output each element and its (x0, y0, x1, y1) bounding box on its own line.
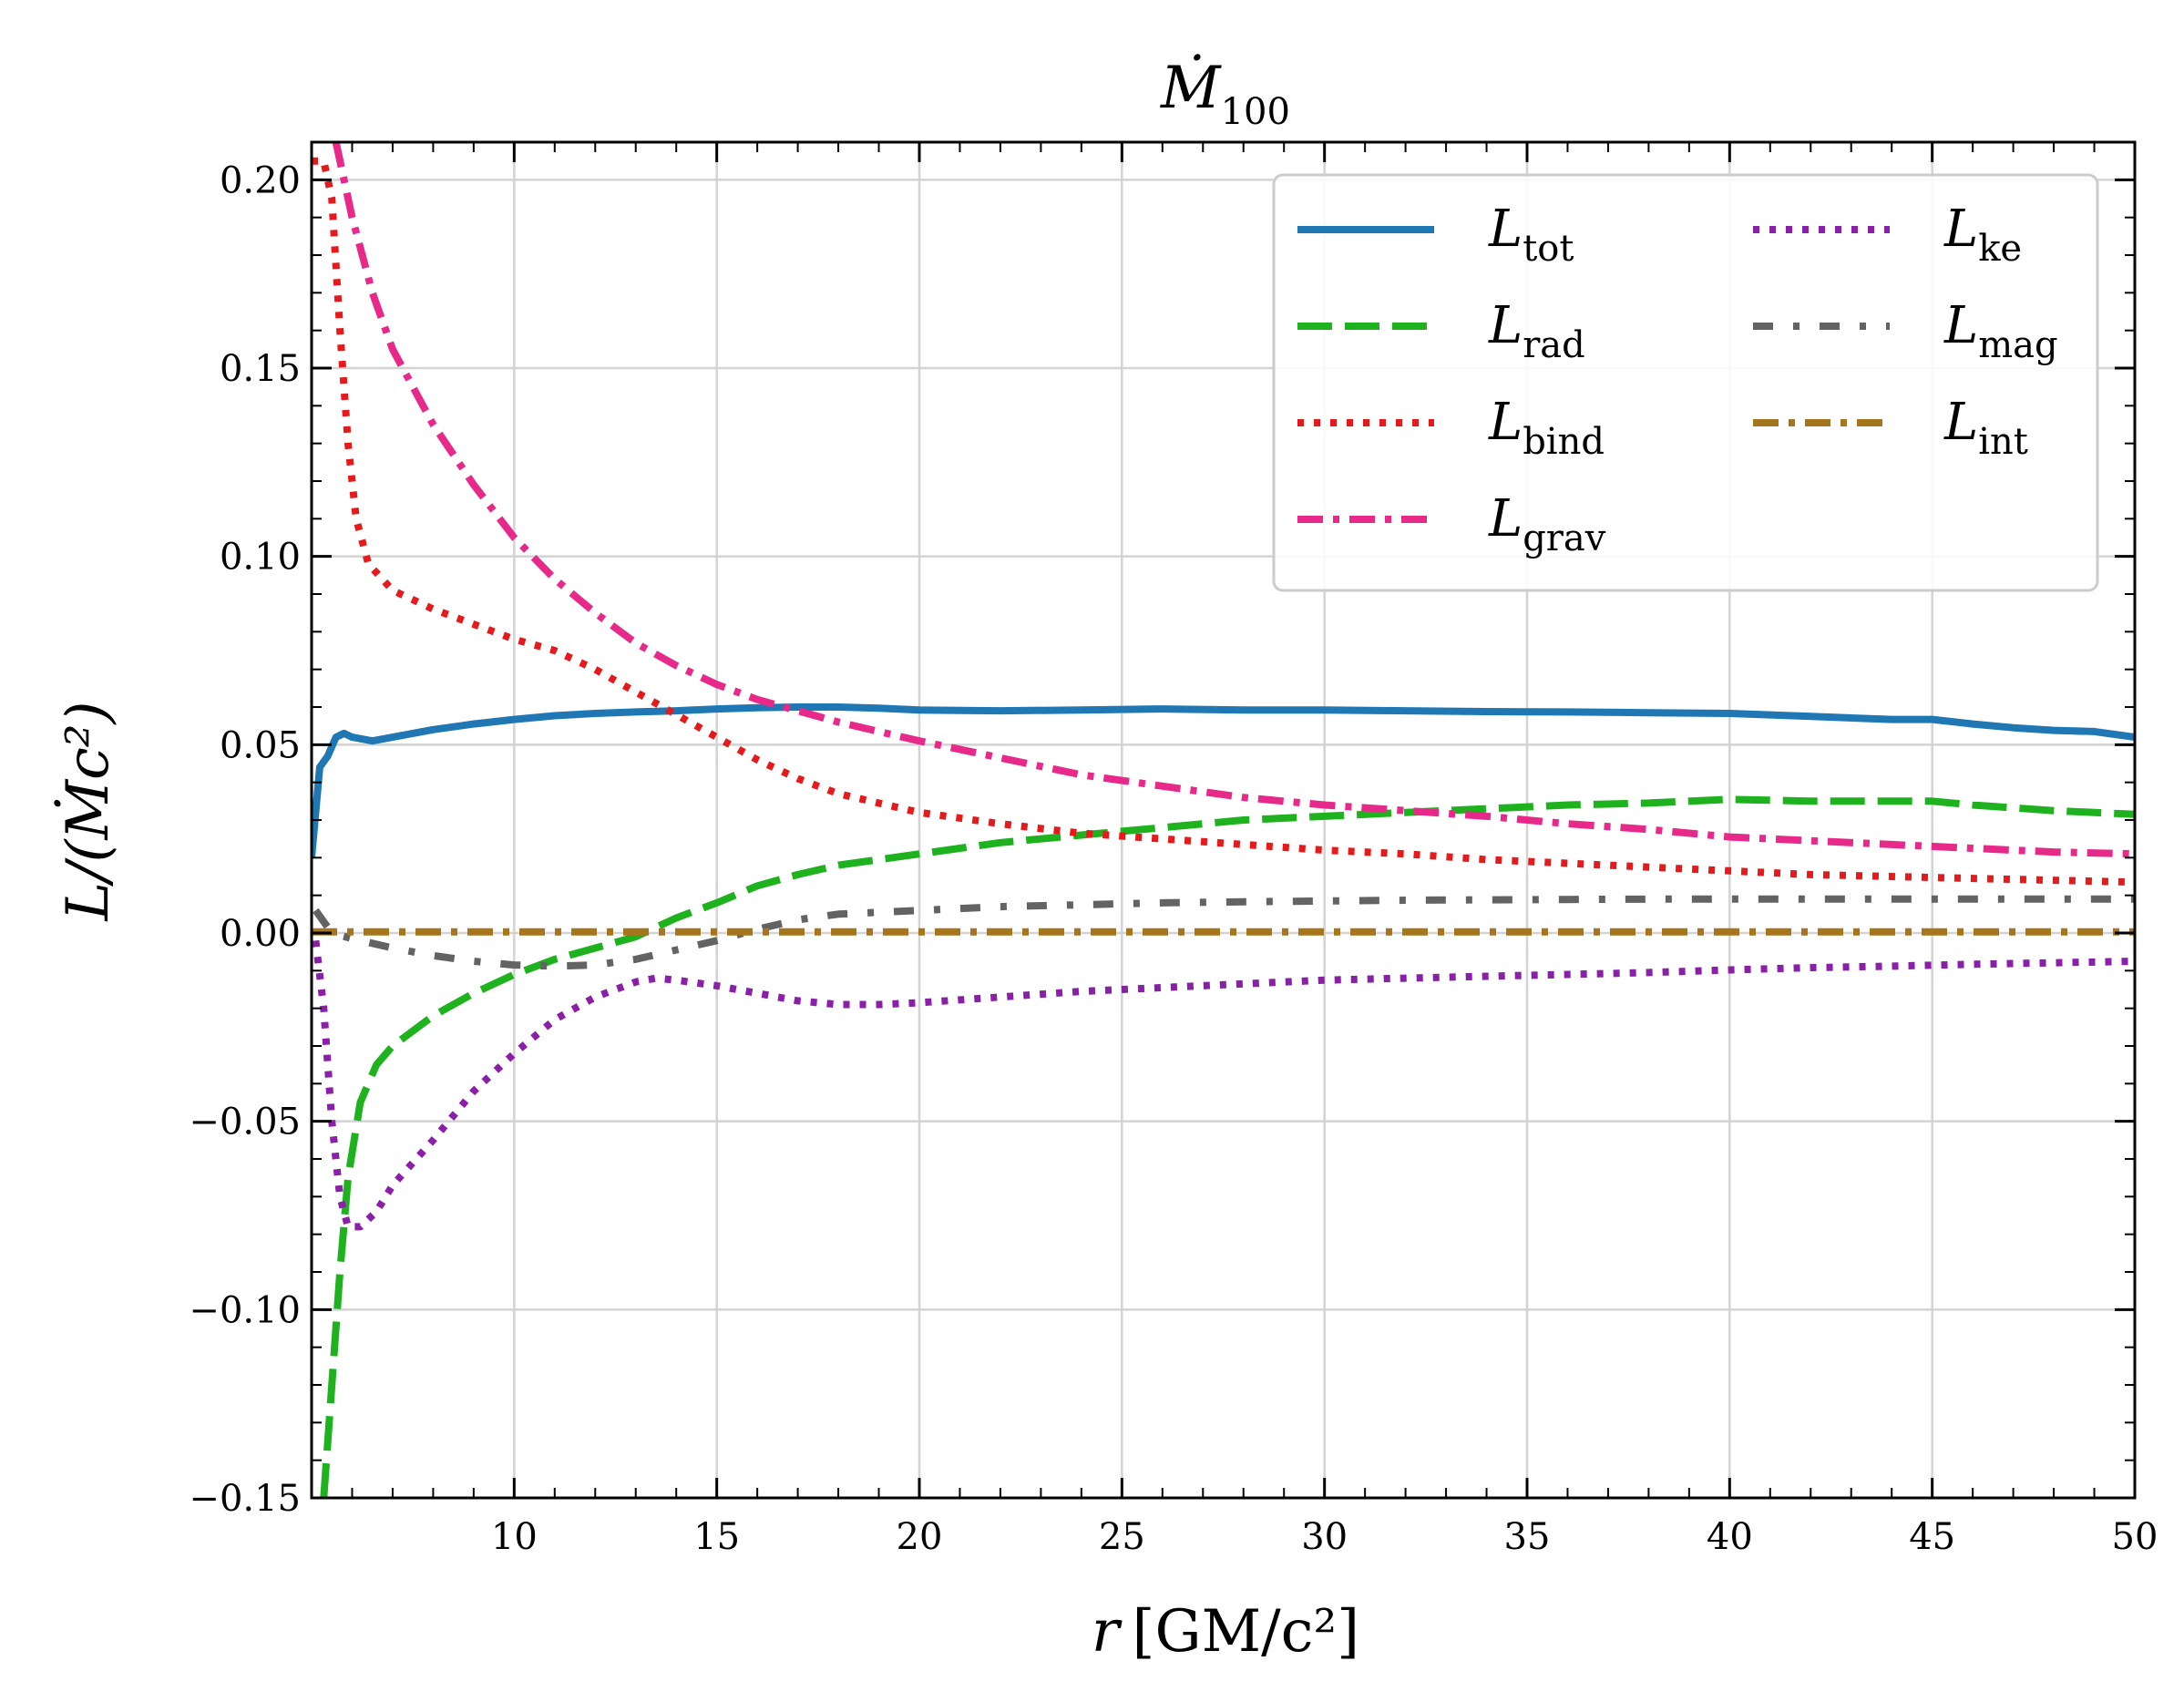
chart-title: Ṁ100 (1160, 54, 1290, 133)
legend-label-int: Lint (1943, 393, 2028, 463)
legend-label-ke: Lke (1943, 200, 2022, 270)
series-group (312, 142, 2135, 1498)
x-tick-label: 35 (1504, 1516, 1551, 1558)
series-line-rad (320, 795, 2135, 1498)
legend-label-mag: Lmag (1943, 296, 2058, 366)
x-axis-title: r [GM/c²] (1092, 1598, 1359, 1666)
y-tick-label: 0.20 (220, 159, 301, 201)
x-tick-label: 45 (1909, 1516, 1955, 1558)
x-tick-label: 20 (897, 1516, 943, 1558)
legend-label-rad: Lrad (1488, 296, 1585, 366)
series-line-tot (312, 703, 2135, 858)
y-tick-label: 0.05 (220, 724, 301, 766)
legend-label-bind: Lbind (1488, 393, 1605, 463)
y-tick-label: −0.05 (189, 1102, 301, 1143)
legend-label-tot: Ltot (1488, 200, 1574, 270)
y-tick-label: −0.10 (189, 1289, 301, 1331)
x-tick-label: 50 (2112, 1516, 2158, 1558)
legend: Ltot Lrad Lbind Lgrav Lke Lmag Lint (1272, 173, 2099, 592)
y-axis-title: L/(Ṁc²) (54, 701, 122, 921)
x-tick-label: 40 (1707, 1516, 1753, 1558)
y-tick-label: −0.15 (189, 1478, 301, 1520)
x-tick-label: 10 (491, 1516, 538, 1558)
y-tick-label: 0.10 (220, 537, 301, 579)
series-line-ke (312, 939, 2135, 1231)
legend-label-grav: Lgrav (1488, 489, 1606, 559)
y-tick-label: 0.00 (220, 913, 301, 955)
ticks: 10 15 20 25 30 35 40 45 50 −0.15 −0.10 −0.05 0.00 0.0… (189, 141, 2158, 1558)
y-tick-label: 0.15 (220, 348, 301, 390)
series-line-bind (312, 157, 2135, 887)
x-tick-label: 30 (1301, 1516, 1348, 1558)
legend-box (1272, 173, 2099, 592)
series-line-grav (332, 142, 2135, 858)
x-tick-label: 15 (693, 1516, 740, 1558)
x-tick-label: 25 (1099, 1516, 1145, 1558)
